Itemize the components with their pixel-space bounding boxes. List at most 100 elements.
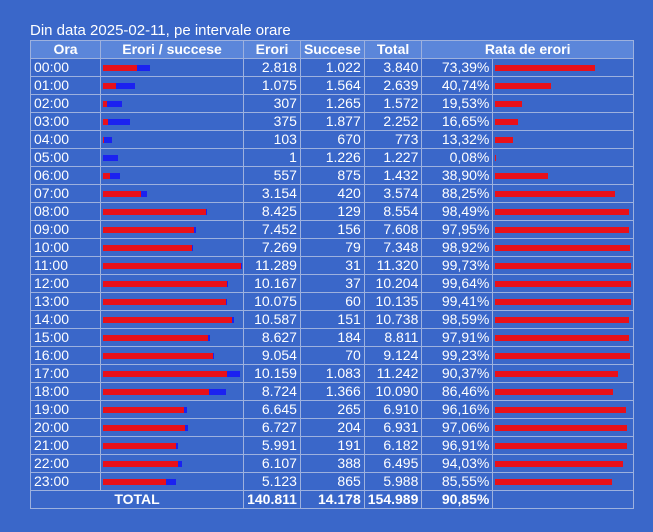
hour-cell: 12:00 xyxy=(30,274,101,293)
number-cell: 156 xyxy=(299,220,365,239)
bar-cell xyxy=(99,202,245,221)
bar-cell xyxy=(99,454,245,473)
bar-cell xyxy=(99,112,245,131)
hour-cell: 06:00 xyxy=(30,166,101,185)
rate-bar-cell xyxy=(492,490,634,509)
data-row: 12:00 10.167 37 10.204 99,64% xyxy=(30,274,634,293)
rate-bar-cell xyxy=(492,310,634,329)
number-cell: 6.910 xyxy=(363,400,423,419)
number-cell: 10.167 xyxy=(243,274,301,293)
rate-bar xyxy=(495,191,616,198)
rate-bar xyxy=(495,137,514,144)
data-row: 13:00 10.075 60 10.135 99,41% xyxy=(30,292,634,311)
hour-cell: 05:00 xyxy=(30,148,101,167)
number-cell: 94,03% xyxy=(421,454,494,473)
hour-cell: 03:00 xyxy=(30,112,101,131)
hour-cell: 07:00 xyxy=(30,184,101,203)
rate-bar-cell xyxy=(492,400,634,419)
number-cell: 6.182 xyxy=(363,436,423,455)
hour-cell: 21:00 xyxy=(30,436,101,455)
success-bar xyxy=(176,443,179,450)
rate-bar-cell xyxy=(492,238,634,257)
rate-bar xyxy=(495,83,551,90)
hour-cell: 18:00 xyxy=(30,382,101,401)
number-cell: 191 xyxy=(299,436,365,455)
number-cell: 10.204 xyxy=(363,274,423,293)
error-bar xyxy=(103,83,117,90)
data-row: 16:00 9.054 70 9.124 99,23% xyxy=(30,346,634,365)
error-bar xyxy=(103,191,142,198)
data-row: 03:00 375 1.877 2.252 16,65% xyxy=(30,112,634,131)
number-cell: 8.724 xyxy=(243,382,301,401)
number-cell: 865 xyxy=(299,472,365,491)
error-bar xyxy=(103,299,226,306)
error-bar xyxy=(103,263,241,270)
rate-bar xyxy=(495,389,613,396)
number-cell: 9.054 xyxy=(243,346,301,365)
number-cell: 73,39% xyxy=(421,58,494,77)
data-row: 23:00 5.123 865 5.988 85,55% xyxy=(30,472,634,491)
number-cell: 11.289 xyxy=(243,256,301,275)
data-row: 01:00 1.075 1.564 2.639 40,74% xyxy=(30,76,634,95)
column-header: Erori xyxy=(243,40,301,59)
rate-bar-cell xyxy=(492,184,634,203)
hour-cell: 08:00 xyxy=(30,202,101,221)
number-cell: 98,59% xyxy=(421,310,494,329)
number-cell: 38,90% xyxy=(421,166,494,185)
number-cell: 6.727 xyxy=(243,418,301,437)
number-cell: 98,49% xyxy=(421,202,494,221)
rate-bar-cell xyxy=(492,130,634,149)
rate-bar-cell xyxy=(492,202,634,221)
number-cell: 10.587 xyxy=(243,310,301,329)
rate-bar xyxy=(495,245,630,252)
data-row: 17:00 10.159 1.083 11.242 90,37% xyxy=(30,364,634,383)
number-cell: 88,25% xyxy=(421,184,494,203)
number-cell: 9.124 xyxy=(363,346,423,365)
number-cell: 184 xyxy=(299,328,365,347)
error-bar xyxy=(103,173,110,180)
number-cell: 97,95% xyxy=(421,220,494,239)
data-row: 18:00 8.724 1.366 10.090 86,46% xyxy=(30,382,634,401)
number-cell: 98,92% xyxy=(421,238,494,257)
bar-cell xyxy=(99,328,245,347)
number-cell: 86,46% xyxy=(421,382,494,401)
number-cell: 6.107 xyxy=(243,454,301,473)
data-row: 19:00 6.645 265 6.910 96,16% xyxy=(30,400,634,419)
success-bar xyxy=(184,407,188,414)
data-row: 06:00 557 875 1.432 38,90% xyxy=(30,166,634,185)
error-bar xyxy=(103,443,177,450)
rate-bar xyxy=(495,425,628,432)
column-header: Ora xyxy=(30,40,101,59)
bar-cell xyxy=(99,130,245,149)
rate-bar-cell xyxy=(492,364,634,383)
rate-bar xyxy=(495,281,631,288)
column-header: Total xyxy=(363,40,423,59)
number-cell: 99,73% xyxy=(421,256,494,275)
bar-cell xyxy=(99,76,245,95)
number-cell: 1 xyxy=(243,148,301,167)
hour-cell: 23:00 xyxy=(30,472,101,491)
number-cell: 6.495 xyxy=(363,454,423,473)
bar-cell xyxy=(99,184,245,203)
number-cell: 10.159 xyxy=(243,364,301,383)
success-bar xyxy=(225,299,227,306)
error-bar xyxy=(103,461,178,468)
success-bar xyxy=(193,227,196,234)
rate-bar-cell xyxy=(492,220,634,239)
data-row: 11:00 11.289 31 11.320 99,73% xyxy=(30,256,634,275)
error-bar xyxy=(103,245,192,252)
bar-cell xyxy=(99,382,245,401)
number-cell: 129 xyxy=(299,202,365,221)
number-cell: 3.154 xyxy=(243,184,301,203)
success-bar xyxy=(185,425,188,432)
number-cell: 5.988 xyxy=(363,472,423,491)
rate-bar xyxy=(495,263,631,270)
data-row: 05:00 1 1.226 1.227 0,08% xyxy=(30,148,634,167)
column-header: Erori / succese xyxy=(99,40,245,59)
number-cell: 14.178 xyxy=(299,490,365,509)
bar-cell xyxy=(99,148,245,167)
number-cell: 151 xyxy=(299,310,365,329)
number-cell: 1.564 xyxy=(299,76,365,95)
rate-bar xyxy=(495,443,628,450)
